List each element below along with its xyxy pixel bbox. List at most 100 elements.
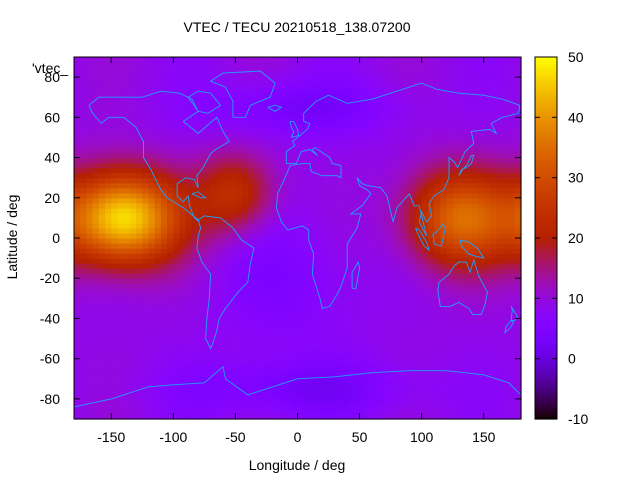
heatmap-cell [465,82,472,88]
heatmap-cell [322,333,330,340]
heatmap-cell [328,253,336,259]
heatmap-cell [154,117,162,123]
heatmap-cell [291,177,299,184]
heatmap-cell [86,308,94,315]
heatmap-cell [92,177,100,184]
heatmap-cell [136,137,143,144]
heatmap-cell [235,127,243,134]
heatmap-cell [254,197,261,204]
heatmap-cell [74,368,81,375]
heatmap-cell [489,192,497,199]
heatmap-cell [235,182,243,189]
heatmap-cell [229,162,237,169]
heatmap-cell [396,403,404,410]
heatmap-cell [123,217,131,224]
heatmap-cell [129,273,137,279]
heatmap-cell [396,217,404,224]
heatmap-cell [409,358,417,365]
heatmap-cell [191,162,199,169]
heatmap-cell [167,368,174,375]
heatmap-cell [353,368,361,375]
heatmap-cell [316,197,323,204]
heatmap-cell [434,97,441,103]
heatmap-cell [427,232,435,239]
heatmap-cell [347,137,354,144]
heatmap-cell [396,222,404,229]
heatmap-cell [254,398,261,405]
heatmap-cell [303,293,311,299]
heatmap-cell [446,222,454,229]
heatmap-cell [483,217,491,224]
heatmap-cell [403,263,410,269]
heatmap-cell [229,232,237,239]
heatmap-cell [179,207,187,214]
heatmap-cell [489,288,497,294]
heatmap-cell [353,318,361,325]
heatmap-cell [105,293,112,299]
heatmap-cell [421,167,429,174]
heatmap-cell [198,368,205,375]
heatmap-cell [384,137,392,144]
heatmap-cell [396,298,404,304]
heatmap-cell [179,182,187,189]
heatmap-cell [198,192,205,199]
heatmap-cell [303,318,311,325]
heatmap-cell [365,318,373,325]
heatmap-cell [483,408,491,415]
heatmap-cell [191,243,199,249]
heatmap-cell [117,308,125,315]
heatmap-cell [297,373,305,380]
heatmap-cell [80,162,88,169]
heatmap-cell [372,132,379,139]
heatmap-cell [247,217,255,224]
heatmap-cell [303,388,311,395]
heatmap-cell [427,87,435,93]
heatmap-cell [483,413,491,420]
heatmap-cell [74,383,81,390]
heatmap-cell [198,222,205,229]
heatmap-cell [210,378,218,385]
heatmap-cell [427,398,435,405]
heatmap-cell [303,238,311,244]
heatmap-cell [291,187,299,194]
heatmap-cell [198,212,205,219]
heatmap-cell [80,207,88,214]
heatmap-cell [328,383,336,390]
heatmap-cell [241,197,249,204]
heatmap-cell [340,408,348,415]
heatmap-cell [272,187,280,194]
heatmap-cell [210,368,218,375]
heatmap-cell [334,313,342,320]
heatmap-cell [483,132,491,139]
heatmap-cell [452,202,460,209]
heatmap-cell [347,207,354,214]
heatmap-cell [465,363,472,370]
heatmap-cell [434,238,441,244]
heatmap-cell [148,323,156,330]
heatmap-cell [123,363,131,370]
heatmap-cell [235,278,243,284]
heatmap-cell [111,187,119,194]
heatmap-cell [80,67,88,73]
heatmap-cell [278,157,286,164]
heatmap-cell [210,313,218,320]
heatmap-cell [117,232,125,239]
heatmap-cell [514,403,522,410]
heatmap-cell [384,253,392,259]
heatmap-cell [247,373,255,380]
heatmap-cell [80,353,88,360]
heatmap-cell [372,328,379,335]
heatmap-cell [446,227,454,234]
heatmap-cell [254,348,261,355]
heatmap-cell [117,363,125,370]
heatmap-cell [142,177,150,184]
heatmap-cell [471,97,479,103]
heatmap-cell [483,273,491,279]
heatmap-cell [92,288,100,294]
heatmap-cell [111,137,119,144]
heatmap-cell [123,333,131,340]
heatmap-cell [359,102,367,108]
heatmap-cell [285,102,292,108]
heatmap-cell [198,388,205,395]
heatmap-cell [291,298,299,304]
